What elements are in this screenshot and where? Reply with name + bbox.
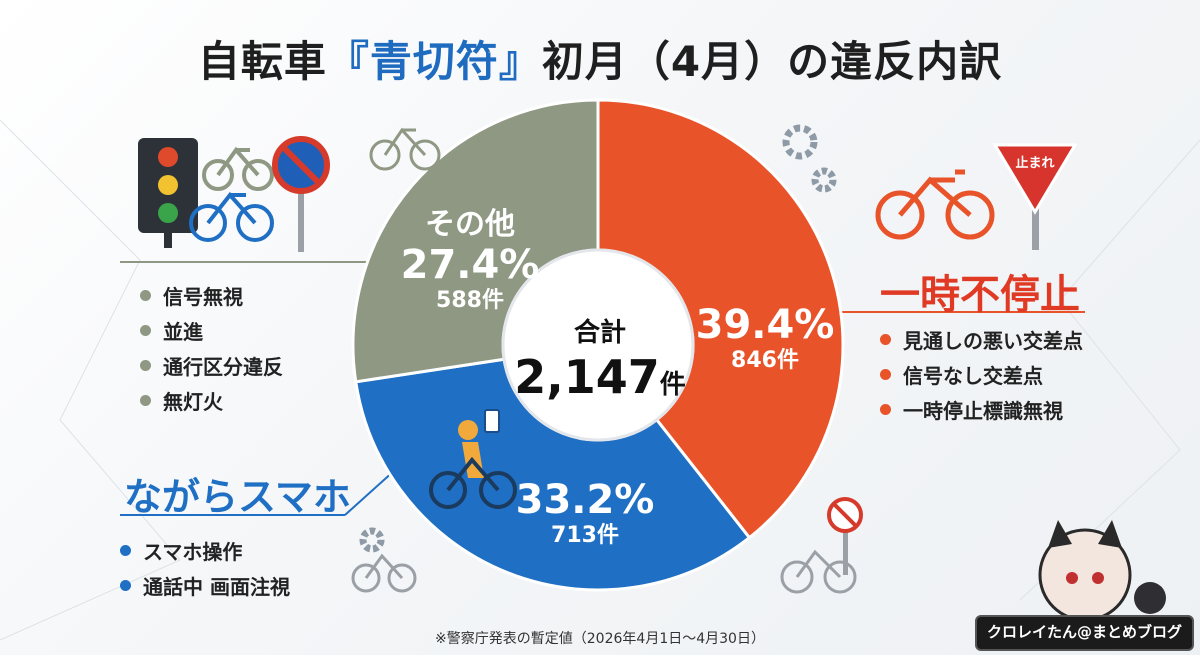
- list-item: 見通しの悪い交差点: [880, 322, 1083, 357]
- bullet-dot: [880, 334, 891, 345]
- bullet-dot: [140, 395, 151, 406]
- background-lines: [0, 119, 1200, 641]
- phone-cyclist-icon: [429, 409, 517, 509]
- bullet-dot: [140, 290, 151, 301]
- bicycle-icon-red: [875, 169, 995, 240]
- stop-sign-icon: 止まれ: [992, 143, 1078, 250]
- footnote: ※警察庁発表の暫定値（2026年4月1日〜4月30日）: [435, 631, 765, 647]
- slice-count-stop: 846件: [731, 348, 799, 373]
- bicycle-icon-outline-left: [351, 553, 417, 593]
- slice-name-other: その他: [425, 207, 515, 242]
- phone-group-title: ながらスマホ: [124, 475, 351, 519]
- title-open-bracket: 『: [326, 37, 370, 86]
- slice-percent-stop: 39.4%: [695, 302, 835, 348]
- slice-label-stop: 39.4% 846件: [690, 303, 840, 375]
- bullet-dot: [120, 545, 131, 556]
- mascot-avatar: [1038, 520, 1166, 622]
- title-suffix: 初月（4月）の違反内訳: [541, 37, 1003, 86]
- donut-hole: [501, 248, 695, 442]
- list-item: 信号無視: [140, 278, 283, 313]
- brand-logo: クロレイたん@まとめブログ: [975, 615, 1194, 651]
- list-item: 並進: [140, 313, 283, 348]
- total-caption: 合計: [573, 318, 626, 348]
- bicycle-icon-outline-top: [369, 127, 441, 171]
- list-item: スマホ操作: [120, 533, 290, 568]
- phone-list: スマホ操作 通話中 画面注視: [120, 533, 290, 603]
- bicycle-icon-gray: [202, 146, 274, 191]
- stop-group-title: 一時不停止: [880, 272, 1080, 318]
- gear-icon: [359, 124, 837, 553]
- total-unit: 件: [659, 370, 686, 400]
- slice-count-other: 588件: [436, 288, 504, 313]
- connector-phone-diag: [344, 469, 396, 516]
- bullet-dot: [120, 580, 131, 591]
- list-item: 通話中 画面注視: [120, 568, 290, 603]
- slice-label-other: その他 27.4% 588件: [400, 207, 540, 315]
- donut-slices: [351, 98, 845, 592]
- total-value: 2,147: [514, 350, 660, 404]
- slice-percent-phone: 33.2%: [515, 477, 655, 523]
- no-entry-sign-icon: [827, 497, 863, 575]
- slice-percent-other: 27.4%: [400, 242, 540, 288]
- list-item: 通行区分違反: [140, 348, 283, 383]
- title-close-bracket: 』: [498, 37, 542, 86]
- no-parking-sign-icon: [272, 136, 330, 252]
- stop-sign-text: 止まれ: [1015, 155, 1054, 171]
- list-item: 信号なし交差点: [880, 357, 1083, 392]
- bicycle-icon-blue: [189, 191, 274, 242]
- bullet-dot: [140, 360, 151, 371]
- slice-count-phone: 713件: [551, 523, 619, 548]
- slice-label-phone: 33.2% 713件: [510, 478, 660, 550]
- traffic-light-icon: [138, 138, 198, 248]
- bullet-dot: [880, 404, 891, 415]
- bicycle-icon-outline-bottom: [780, 549, 857, 594]
- stop-list: 見通しの悪い交差点 信号なし交差点 一時停止標識無視: [880, 322, 1083, 427]
- list-item: 一時停止標識無視: [880, 392, 1083, 427]
- total-label: 合計 2,147件: [500, 312, 700, 413]
- title-prefix: 自転車: [197, 37, 327, 86]
- other-list: 信号無視 並進 通行区分違反 無灯火: [140, 278, 283, 418]
- page-title: 自転車『青切符』初月（4月）の違反内訳: [0, 28, 1200, 89]
- title-highlight: 青切符: [369, 37, 499, 86]
- bullet-dot: [880, 369, 891, 380]
- list-item: 無灯火: [140, 383, 283, 418]
- bullet-dot: [140, 325, 151, 336]
